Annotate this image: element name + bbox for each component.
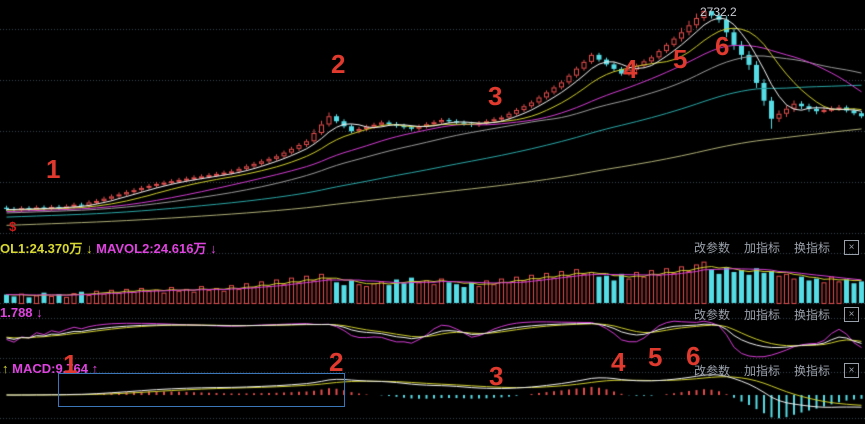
annotation-number-main-5: 5 [673, 44, 688, 74]
mavol1-value: OL1:24.370万 [0, 241, 83, 256]
change-params-button[interactable]: 改参数 [693, 364, 730, 378]
kdj-panel-toolbar: 改参数 加指标 换指标 × [694, 306, 859, 323]
volume-panel-labels: OL1:24.370万 ↓ MAVOL2:24.616万 ↓ [0, 238, 217, 257]
annotation-number-macd-1: 1 [63, 349, 78, 379]
close-panel-button[interactable]: × [844, 240, 859, 255]
annotation-number-main-2: 2 [331, 49, 346, 79]
volume-panel-toolbar: 改参数 加指标 换指标 × [694, 239, 859, 256]
add-indicator-button[interactable]: 加指标 [743, 364, 780, 378]
kdj-j-value: 1.788 [0, 305, 33, 320]
mavol2-down-arrow-icon: ↓ [210, 241, 217, 256]
annotation-number-macd-4: 4 [611, 347, 626, 377]
annotation-number-macd-2: 2 [329, 347, 344, 377]
annotation-number-main-4: 4 [623, 54, 638, 84]
annotation-number-main-1: 1 [46, 154, 61, 184]
annotation-number-main-6: 6 [715, 31, 730, 61]
mavol2-value: MAVOL2:24.616万 [96, 241, 207, 256]
macd-highlight-box [58, 373, 345, 407]
kdj-down-arrow-icon: ↓ [36, 305, 43, 320]
peak-price-label: 2732.2 [700, 5, 737, 19]
switch-indicator-button[interactable]: 换指标 [793, 241, 830, 255]
close-panel-button[interactable]: × [844, 363, 859, 378]
macd-panel-labels: ↑ MACD:9.764 ↑ [2, 361, 98, 376]
macd-panel-toolbar: 改参数 加指标 换指标 × [694, 362, 859, 379]
add-indicator-button[interactable]: 加指标 [743, 241, 780, 255]
change-params-button[interactable]: 改参数 [693, 308, 730, 322]
macd-value: MACD:9.764 [12, 361, 88, 376]
close-panel-button[interactable]: × [844, 307, 859, 322]
change-params-button[interactable]: 改参数 [693, 241, 730, 255]
annotation-number-macd-6: 6 [686, 341, 701, 371]
event-marker-icon: $ [9, 219, 17, 234]
mavol1-down-arrow-icon: ↓ [86, 241, 93, 256]
add-indicator-button[interactable]: 加指标 [743, 308, 780, 322]
kdj-panel-labels: 1.788 ↓ [0, 305, 43, 320]
annotation-number-macd-5: 5 [648, 342, 663, 372]
switch-indicator-button[interactable]: 换指标 [793, 308, 830, 322]
switch-indicator-button[interactable]: 换指标 [793, 364, 830, 378]
macd-up-arrow-icon: ↑ [2, 361, 9, 376]
macd-up-arrow2-icon: ↑ [91, 361, 99, 376]
annotation-number-macd-3: 3 [489, 361, 504, 391]
annotation-number-main-3: 3 [488, 81, 503, 111]
